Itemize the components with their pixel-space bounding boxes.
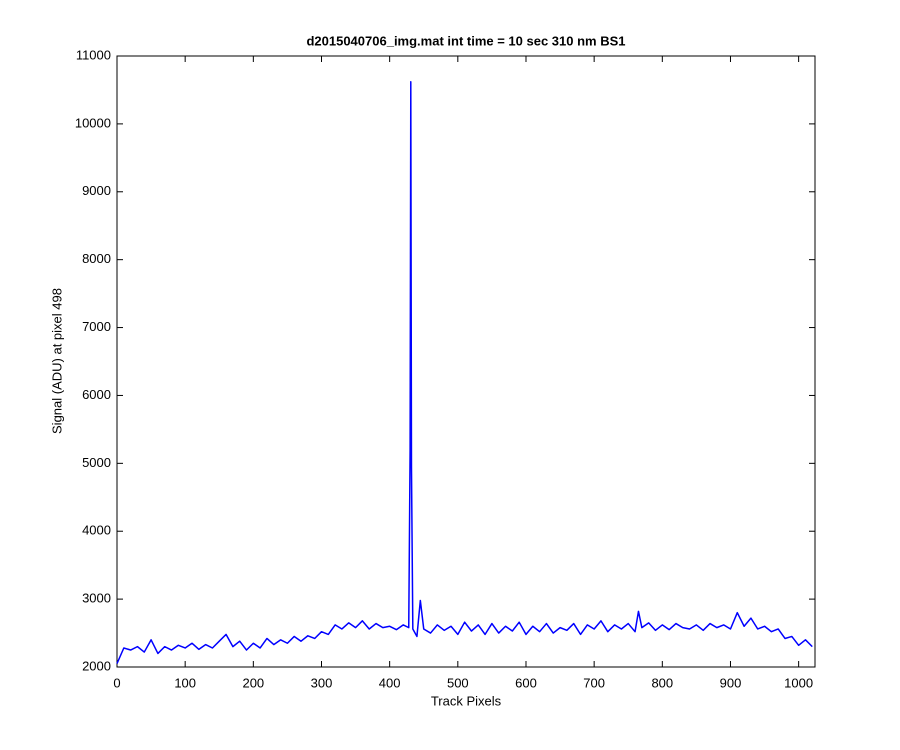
x-tick-label: 700 bbox=[583, 675, 605, 690]
x-tick-label: 500 bbox=[447, 675, 469, 690]
x-tick-label: 100 bbox=[174, 675, 196, 690]
y-tick-label: 7000 bbox=[82, 319, 111, 334]
plot-box bbox=[116, 55, 816, 668]
y-tick-label: 8000 bbox=[82, 251, 111, 266]
x-tick-label: 800 bbox=[651, 675, 673, 690]
x-tick-label: 0 bbox=[113, 675, 120, 690]
x-tick-label: 300 bbox=[311, 675, 333, 690]
x-axis-label: Track Pixels bbox=[431, 693, 502, 708]
data-line bbox=[116, 81, 813, 664]
chart-title: d2015040706_img.mat int time = 10 sec 31… bbox=[306, 33, 625, 48]
y-tick-label: 11000 bbox=[76, 47, 111, 62]
y-tick-label: 5000 bbox=[82, 455, 111, 470]
x-tick-label: 400 bbox=[379, 675, 401, 690]
x-tick-label: 200 bbox=[242, 675, 264, 690]
y-tick-label: 3000 bbox=[82, 591, 111, 606]
y-tick-label: 2000 bbox=[82, 658, 111, 673]
x-tick-label: 900 bbox=[720, 675, 742, 690]
y-tick-label: 10000 bbox=[75, 115, 111, 130]
x-tick-label: 1000 bbox=[784, 675, 813, 690]
x-tick-label: 600 bbox=[515, 675, 537, 690]
y-tick-label: 6000 bbox=[82, 387, 111, 402]
y-tick-label: 9000 bbox=[82, 183, 111, 198]
y-tick-label: 4000 bbox=[82, 523, 111, 538]
y-axis-label: Signal (ADU) at pixel 498 bbox=[49, 288, 64, 434]
